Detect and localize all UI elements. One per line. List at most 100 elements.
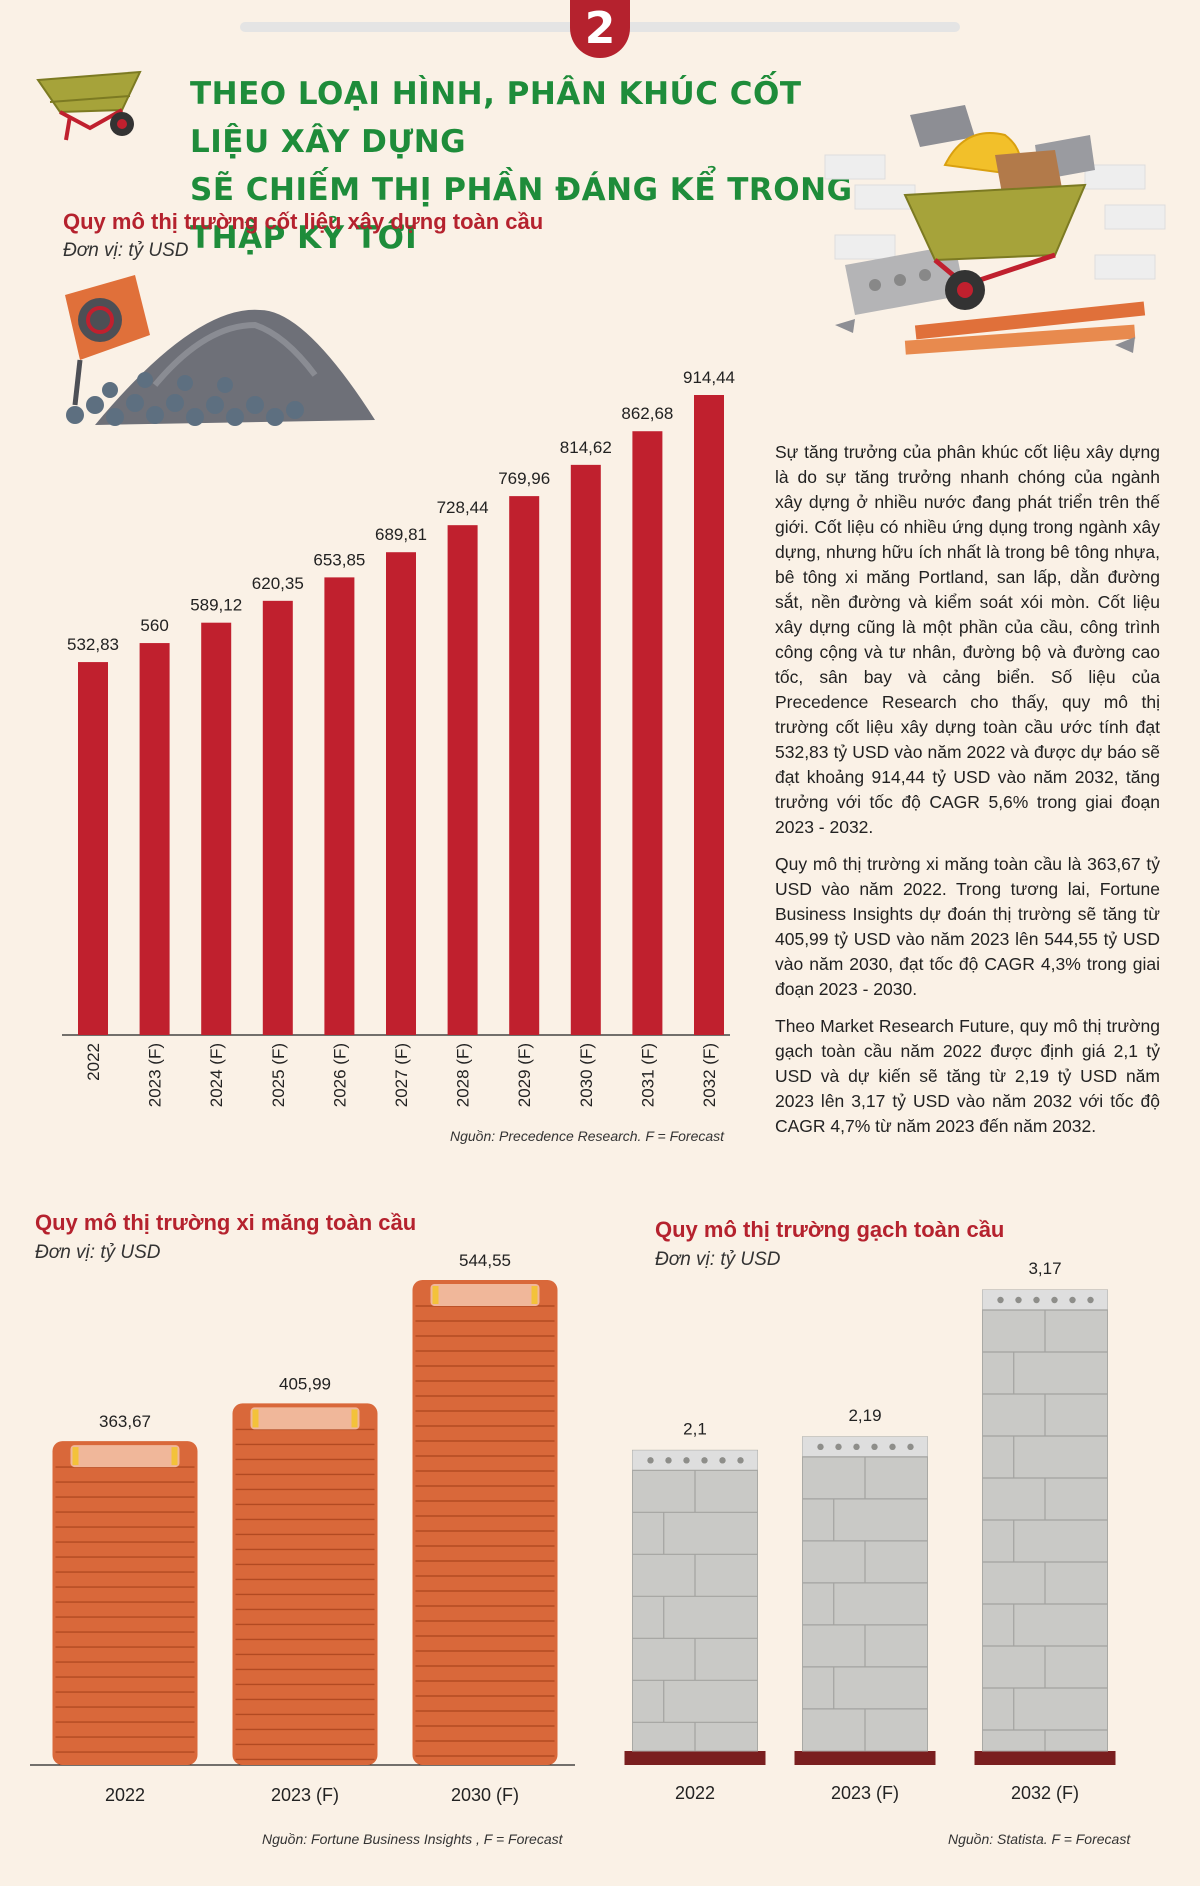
chart2-category-label: 2022 bbox=[105, 1785, 145, 1805]
chart1-value-label: 532,83 bbox=[67, 635, 119, 654]
chart3-brick-hole bbox=[1051, 1296, 1058, 1304]
chart2-bag-tag bbox=[171, 1447, 178, 1466]
chart3-brick-hole bbox=[871, 1443, 878, 1451]
chart3-pallet bbox=[624, 1751, 766, 1765]
chart1-title: Quy mô thị trường cốt liệu xây dựng toàn… bbox=[63, 209, 544, 234]
chart1-value-label: 653,85 bbox=[313, 550, 365, 569]
chart1-bar bbox=[139, 643, 170, 1035]
chart1-bar bbox=[78, 662, 108, 1035]
paragraph-brick: Theo Market Research Future, quy mô thị … bbox=[775, 1016, 1160, 1136]
chart3-brick-hole bbox=[701, 1457, 708, 1464]
chart2-value-label: 363,67 bbox=[99, 1412, 151, 1431]
aggregate-market-chart: 532,83 2022 560 2023 (F) 589,12 2024 (F) 620,3… bbox=[62, 368, 735, 1107]
chart2-bag-tag bbox=[531, 1286, 538, 1304]
chart2-source: Nguồn: Fortune Business Insights , F = F… bbox=[262, 1831, 563, 1847]
main-title-line-1: THEO LOẠI HÌNH, PHÂN KHÚC CỐT LIỆU XÂY D… bbox=[190, 76, 802, 160]
section-number-badge: 2 bbox=[570, 0, 630, 58]
chart3-category-label: 2022 bbox=[675, 1783, 715, 1803]
chart3-brick-hole bbox=[665, 1457, 672, 1464]
chart1-value-label: 589,12 bbox=[190, 596, 242, 615]
chart1-bar bbox=[509, 496, 540, 1036]
chart1-value-label: 728,44 bbox=[437, 498, 489, 517]
chart3-value-label: 3,17 bbox=[1028, 1259, 1061, 1278]
chart2-bag-top bbox=[430, 1284, 540, 1306]
chart3-stack-top bbox=[632, 1450, 758, 1471]
chart1-category-label: 2024 (F) bbox=[207, 1043, 226, 1107]
main-title-line-2: SẼ CHIẾM THỊ PHẦN ĐÁNG KỂ TRONG THẬP KỶ … bbox=[190, 172, 853, 256]
chart3-brick-hole bbox=[889, 1443, 896, 1451]
chart2-value-label: 544,55 bbox=[459, 1251, 511, 1270]
wheelbarrow-icon bbox=[36, 70, 142, 141]
chart3-value-label: 2,19 bbox=[848, 1406, 881, 1425]
chart1-category-label: 2029 (F) bbox=[515, 1043, 534, 1107]
construction-materials-illustration bbox=[824, 105, 1166, 355]
main-title: THEO LOẠI HÌNH, PHÂN KHÚC CỐT LIỆU XÂY D… bbox=[190, 70, 870, 262]
chart1-value-label: 914,44 bbox=[683, 368, 735, 387]
chart1-category-label: 2026 (F) bbox=[330, 1043, 349, 1107]
chart2-bag-tag bbox=[72, 1447, 79, 1466]
brick-market-chart: 2,1 2022 2,19 2023 (F) 3,17 2032 (F) bbox=[624, 1259, 1116, 1803]
chart2-bag-stack bbox=[232, 1403, 378, 1765]
chart1-bar bbox=[201, 622, 232, 1035]
chart3-unit: Đơn vị: tỷ USD bbox=[655, 1249, 781, 1270]
chart2-value-label: 405,99 bbox=[279, 1374, 331, 1393]
cement-mixer-illustration bbox=[65, 275, 375, 426]
chart2-title: Quy mô thị trường xi măng toàn cầu bbox=[35, 1210, 417, 1235]
paragraph-aggregate: Sự tăng trưởng của phân khúc cốt liệu xâ… bbox=[775, 442, 1160, 837]
chart1-value-label: 862,68 bbox=[621, 404, 673, 423]
chart2-bag-tag bbox=[252, 1409, 259, 1428]
chart1-unit: Đơn vị: tỷ USD bbox=[63, 240, 189, 261]
chart3-stack-top bbox=[982, 1290, 1108, 1310]
chart3-brick-hole bbox=[647, 1457, 654, 1464]
chart2-bar bbox=[232, 1403, 378, 1765]
cement-market-chart: 363,67 2022 405,99 2023 (F) 544,55 2030 (F) bbox=[30, 1251, 575, 1805]
chart2-bag-tag bbox=[432, 1286, 439, 1304]
chart3-brick-hole bbox=[907, 1443, 914, 1451]
chart3-brick-hole bbox=[1033, 1296, 1040, 1304]
chart3-brick-hole bbox=[719, 1457, 726, 1464]
chart1-bar bbox=[632, 431, 663, 1035]
chart2-bag-stack bbox=[52, 1441, 198, 1765]
chart3-value-label: 2,1 bbox=[683, 1419, 707, 1438]
chart2-unit: Đơn vị: tỷ USD bbox=[35, 1242, 161, 1263]
chart3-title: Quy mô thị trường gạch toàn cầu bbox=[655, 1217, 1005, 1242]
chart3-brick-hole bbox=[737, 1457, 744, 1464]
chart1-category-label: 2025 (F) bbox=[269, 1043, 288, 1107]
chart2-bar bbox=[412, 1280, 558, 1765]
chart1-value-label: 769,96 bbox=[498, 469, 550, 488]
chart1-bar bbox=[324, 577, 355, 1035]
chart3-brick-hole bbox=[1087, 1296, 1094, 1304]
chart3-pallet bbox=[974, 1751, 1116, 1765]
chart2-bag-tag bbox=[351, 1409, 358, 1428]
chart3-brick-stack bbox=[974, 1289, 1116, 1765]
chart2-bag-stack bbox=[412, 1280, 558, 1765]
chart3-source: Nguồn: Statista. F = Forecast bbox=[948, 1831, 1131, 1847]
chart3-brick-stack bbox=[794, 1436, 936, 1765]
chart2-category-label: 2023 (F) bbox=[271, 1785, 339, 1805]
chart3-category-label: 2032 (F) bbox=[1011, 1783, 1079, 1803]
chart1-value-label: 620,35 bbox=[252, 574, 304, 593]
chart1-category-label: 2030 (F) bbox=[577, 1043, 596, 1107]
chart3-brick-hole bbox=[1069, 1296, 1076, 1304]
chart1-bar bbox=[447, 525, 478, 1035]
chart3-stack-top bbox=[802, 1436, 928, 1457]
chart2-bag-top bbox=[70, 1445, 180, 1468]
chart1-source: Nguồn: Precedence Research. F = Forecast bbox=[450, 1128, 725, 1144]
chart2-category-label: 2030 (F) bbox=[451, 1785, 519, 1805]
article-text: Sự tăng trưởng của phân khúc cốt liệu xâ… bbox=[775, 440, 1160, 1151]
chart1-value-label: 560 bbox=[140, 616, 168, 635]
chart1-bar bbox=[570, 464, 601, 1036]
chart3-brick-hole bbox=[835, 1443, 842, 1451]
chart1-value-label: 814,62 bbox=[560, 438, 612, 457]
chart3-brick-hole bbox=[997, 1296, 1004, 1304]
chart1-category-label: 2027 (F) bbox=[392, 1043, 411, 1107]
paragraph-cement: Quy mô thị trường xi măng toàn cầu là 36… bbox=[775, 854, 1160, 999]
chart1-category-label: 2028 (F) bbox=[454, 1043, 473, 1107]
chart3-pallet bbox=[794, 1751, 936, 1765]
chart1-bar bbox=[386, 552, 416, 1035]
chart3-brick-hole bbox=[817, 1443, 824, 1451]
chart2-bar bbox=[52, 1441, 198, 1765]
chart1-bar bbox=[262, 600, 293, 1035]
chart1-bar bbox=[694, 395, 724, 1035]
chart1-category-label: 2022 bbox=[84, 1043, 103, 1081]
